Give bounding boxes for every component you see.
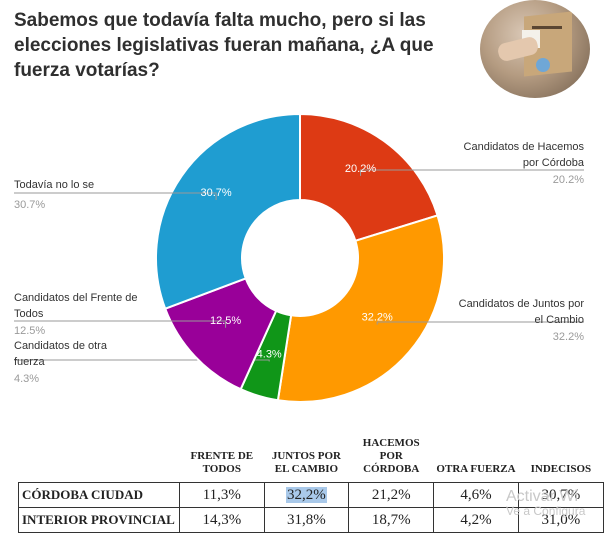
ballot-slot-shape (532, 26, 562, 29)
table-cell: 21,2% (348, 482, 435, 508)
donut-slice (276, 214, 445, 403)
table-header-hacemos: HACEMOS POR CÓRDOBA (362, 437, 420, 475)
flag-emblem-shape (536, 58, 550, 72)
donut-slice (299, 112, 439, 243)
donut-slice (155, 112, 301, 311)
watermark-line-1: Activar Wi (506, 488, 578, 505)
slice-outer-percent-label: 12.5% (14, 325, 45, 337)
table-row-label: INTERIOR PROVINCIAL (17, 507, 181, 533)
slice-percent-label: 20.2% (345, 163, 376, 175)
slice-category-label: Candidatos de Juntos por (459, 298, 585, 310)
slice-category-label: Candidatos de otra (14, 340, 108, 352)
slice-percent-label: 4.3% (257, 349, 282, 361)
table-header-otra: OTRA FUERZA (436, 463, 516, 475)
slice-category-label: el Cambio (534, 314, 584, 326)
label-leader-line (360, 169, 584, 176)
slice-outer-percent-label: 20.2% (553, 174, 584, 186)
slice-outer-percent-label: 32.2% (553, 331, 584, 343)
table-header-juntos: JUNTOS POR EL CAMBIO (271, 450, 341, 475)
table-header-corner (19, 437, 180, 483)
slice-category-label: Todavía no lo se (14, 179, 94, 191)
table-header-frente: FRENTE DE TODOS (190, 450, 254, 475)
table-cell: 18,7% (348, 507, 435, 533)
os-activation-watermark: Activar Wi Ve a Configura (506, 488, 586, 519)
slice-outer-percent-label: 30.7% (14, 199, 45, 211)
slice-outer-percent-label: 4.3% (14, 373, 39, 385)
slice-category-label: por Córdoba (523, 157, 585, 169)
slice-category-label: Candidatos de Hacemos (464, 141, 585, 153)
slice-category-label: Candidatos del Frente de (14, 292, 138, 304)
label-leader-line (14, 359, 270, 362)
results-table: FRENTE DE TODOS JUNTOS POR EL CAMBIO HAC… (17, 437, 604, 533)
table-header-indecisos: INDECISOS (530, 463, 592, 475)
label-leader-line (14, 192, 217, 200)
highlighted-value: 32,2% (286, 486, 327, 503)
table-row-label: CÓRDOBA CIUDAD (17, 482, 181, 508)
label-leader-line (376, 321, 584, 325)
slice-category-label: fuerza (14, 356, 45, 368)
slice-percent-label: 32.2% (362, 312, 393, 324)
table-cell: 31,0% (517, 507, 604, 533)
watermark-line-2: Ve a Configura (506, 504, 586, 518)
table-cell-highlighted: 32,2% (263, 482, 350, 508)
ballot-box-photo (480, 0, 590, 98)
table-cell: 4,6% (433, 482, 519, 508)
table-header-row: FRENTE DE TODOS JUNTOS POR EL CAMBIO HAC… (19, 437, 604, 483)
table-cell: 11,3% (179, 482, 265, 508)
slice-category-label: Todos (14, 308, 44, 320)
table-cell: 31,8% (263, 507, 350, 533)
table-cell: 14,3% (179, 507, 265, 533)
donut-chart: 20.2% Candidatos de Hacemos por Córdoba 20.… (14, 112, 585, 403)
slice-percent-label: 12.5% (210, 315, 241, 327)
table-row: INTERIOR PROVINCIAL 14,3% 31,8% 18,7% 4,… (17, 507, 604, 533)
table-cell: 4,2% (433, 507, 519, 533)
chart-title: Sabemos que todavía falta mucho, pero si… (14, 10, 434, 81)
slice-percent-label: 30.7% (201, 187, 232, 199)
label-leader-line (14, 320, 227, 328)
